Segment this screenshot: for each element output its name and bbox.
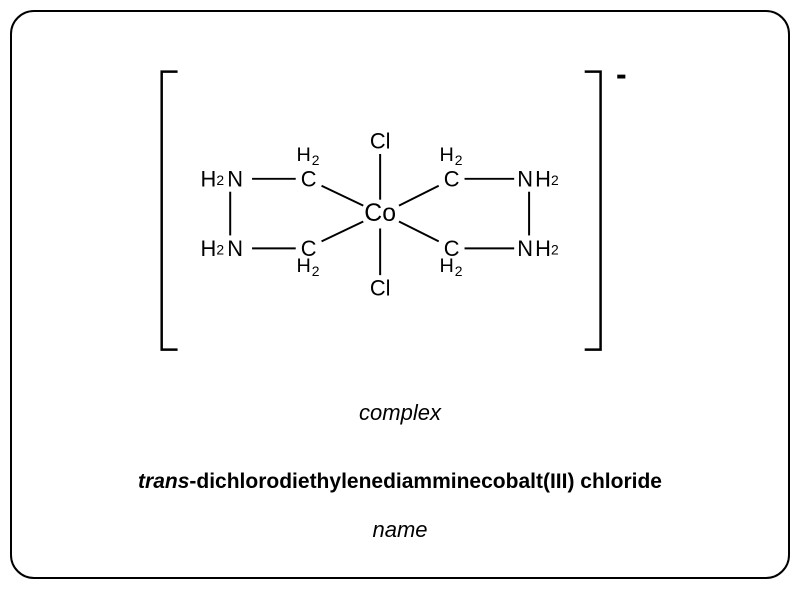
atom-c-lr-h2: 2	[455, 263, 463, 279]
atom-n-ul: N	[227, 166, 243, 191]
atom-n-ll-h2: 2	[216, 241, 224, 257]
atom-n-lr-h: H	[535, 236, 551, 261]
atom-cl-bot: Cl	[370, 276, 391, 301]
atom-n-lr: N	[517, 236, 533, 261]
right-bracket	[585, 72, 601, 350]
atom-n-ur-h2: 2	[551, 172, 559, 188]
compound-name: trans-dichlorodiethylenediamminecobalt(I…	[138, 470, 662, 494]
atom-co: Co	[364, 200, 396, 227]
atom-n-ur: N	[517, 166, 533, 191]
name-label: name	[372, 517, 427, 543]
atom-cl-top: Cl	[370, 129, 391, 154]
atom-c-ll-h: H	[297, 255, 311, 277]
atom-n-ul-h: H	[200, 166, 216, 191]
atom-c-ul-h: H	[297, 144, 311, 166]
name-prefix: trans	[138, 470, 189, 493]
charge-sign: -	[616, 56, 627, 93]
atom-n-ur-h: H	[535, 166, 551, 191]
atom-c-ur-h: H	[439, 144, 453, 166]
atom-c-ur: C	[444, 166, 460, 191]
complex-label: complex	[359, 400, 441, 426]
atom-n-lr-h2: 2	[551, 241, 559, 257]
outer-frame: Co Cl Cl C H 2 C H 2 C H 2 C H 2 H 2 N	[10, 10, 790, 579]
atom-c-ll-h2: 2	[312, 263, 320, 279]
atom-c-lr-h: H	[439, 255, 453, 277]
atom-c-ul-h2: 2	[312, 152, 320, 168]
left-bracket	[162, 72, 178, 350]
atom-c-ur-h2: 2	[455, 152, 463, 168]
name-rest: -dichlorodiethylenediamminecobalt(III) c…	[189, 470, 662, 493]
atom-n-ul-h2: 2	[216, 172, 224, 188]
atom-n-ll-h: H	[200, 236, 216, 261]
atom-n-ll: N	[227, 236, 243, 261]
atom-c-ul: C	[301, 166, 317, 191]
